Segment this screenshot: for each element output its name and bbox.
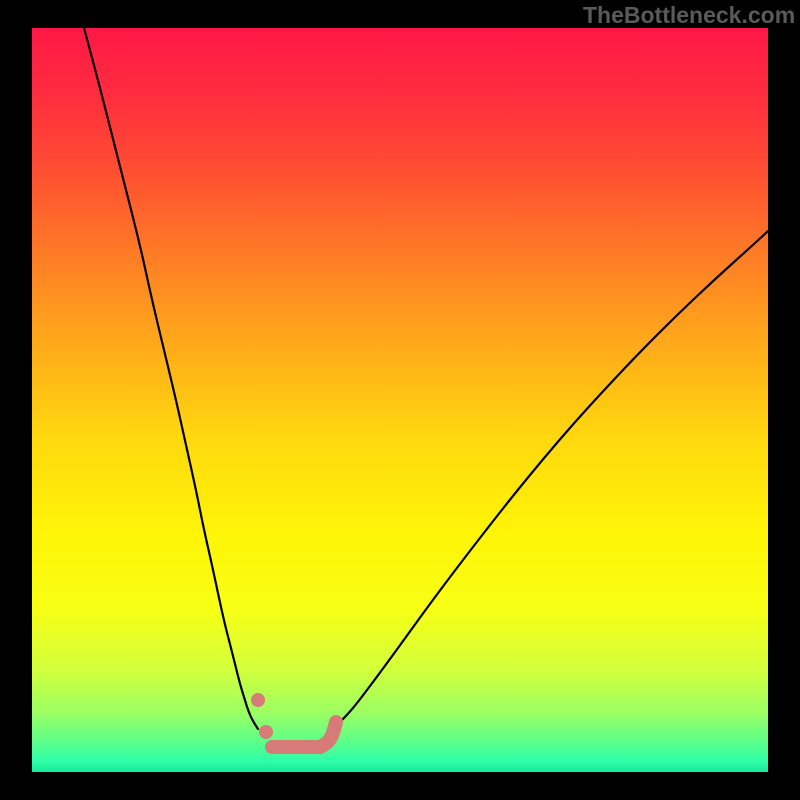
- curve-overlay: [0, 0, 800, 800]
- watermark-text: TheBottleneck.com: [583, 2, 795, 29]
- chart-container: TheBottleneck.com: [0, 0, 800, 800]
